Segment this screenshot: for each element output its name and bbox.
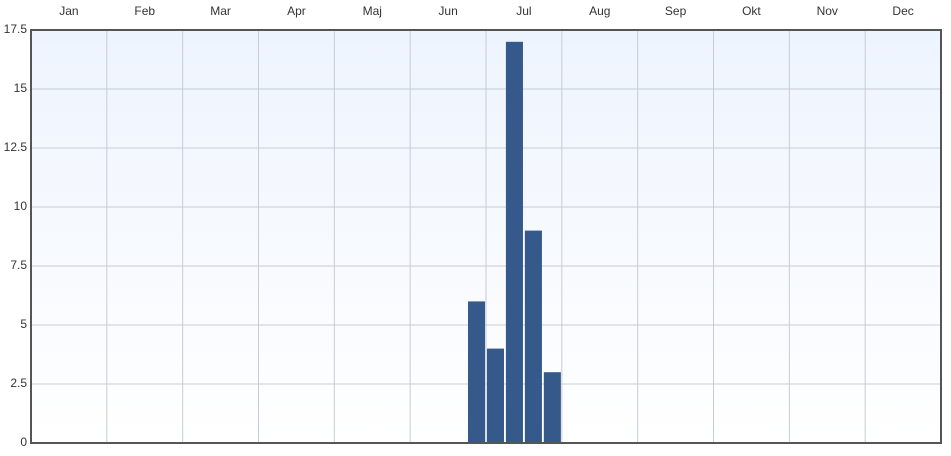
x-tick-label: Dec [892, 4, 913, 18]
x-tick-label: Okt [742, 4, 761, 18]
x-tick-label: Maj [363, 4, 382, 18]
y-tick-label: 10 [14, 199, 28, 213]
bar [505, 41, 523, 444]
x-tick-label: Nov [817, 4, 838, 18]
x-tick-label: Jul [516, 4, 531, 18]
y-tick-label: 5 [20, 317, 27, 331]
x-tick-label: Jun [438, 4, 457, 18]
plot-border [30, 29, 942, 444]
bar [543, 372, 561, 443]
bar [524, 230, 542, 443]
x-tick-label: Mar [210, 4, 231, 18]
x-tick-label: Aug [589, 4, 610, 18]
y-tick-label: 12.5 [4, 140, 28, 154]
y-tick-label: 0 [20, 435, 27, 449]
bar [467, 301, 486, 443]
x-tick-label: Feb [134, 4, 155, 18]
x-tick-label: Jan [59, 4, 78, 18]
x-tick-label: Apr [287, 4, 306, 18]
bar [486, 348, 505, 443]
y-tick-label: 17.5 [4, 22, 28, 36]
y-tick-label: 7.5 [10, 258, 27, 272]
x-tick-label: Sep [665, 4, 687, 18]
y-tick-label: 15 [14, 81, 28, 95]
y-tick-label: 2.5 [10, 376, 27, 390]
